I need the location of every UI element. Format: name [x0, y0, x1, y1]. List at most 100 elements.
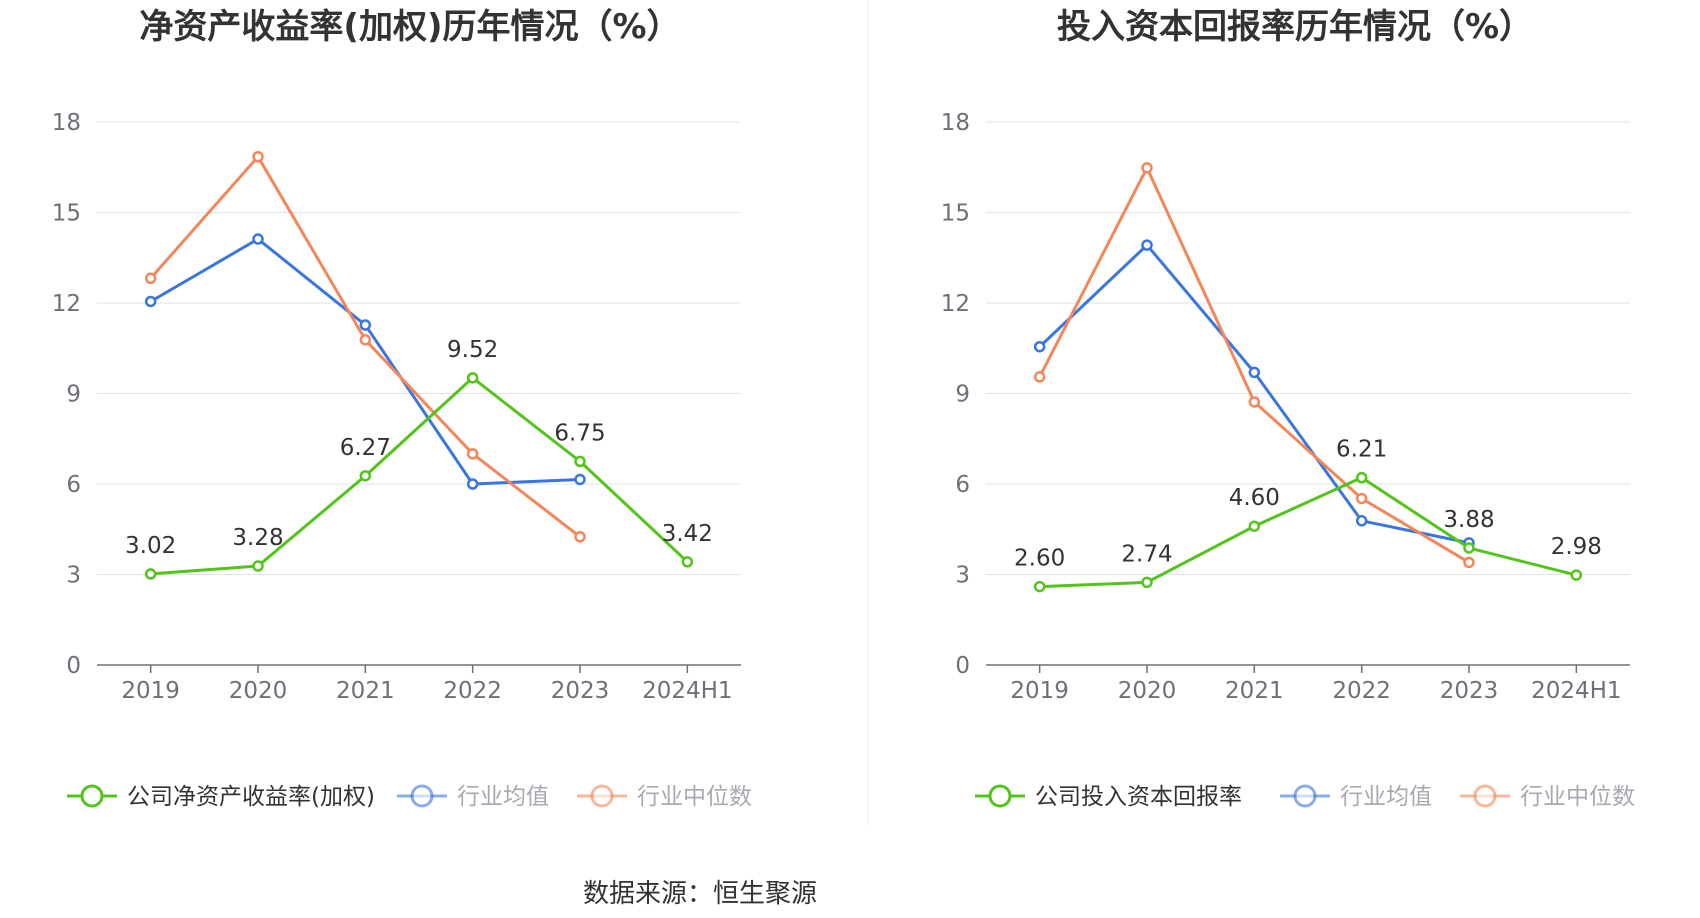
data-label: 3.28 — [232, 525, 283, 551]
y-tick-label: 9 — [66, 382, 81, 408]
legend-item[interactable]: 行业均值 — [397, 784, 549, 810]
legend-marker-icon — [80, 784, 104, 808]
y-tick-label: 15 — [941, 201, 970, 227]
series-3 — [144, 150, 586, 543]
x-tick-label: 2022 — [1332, 678, 1391, 704]
y-tick-label: 12 — [52, 291, 81, 317]
data-point[interactable] — [252, 560, 264, 572]
data-point[interactable] — [359, 334, 372, 346]
y-tick-label: 0 — [66, 653, 81, 679]
x-tick-label: 2023 — [1440, 678, 1499, 704]
data-point[interactable] — [1141, 239, 1153, 251]
x-tick-label: 2022 — [443, 678, 502, 704]
chart-panel-1: 净资产收益率(加权)历年情况（%） 0 3 6 9 12 15 18 2019 2020 2021 2… — [52, 7, 752, 810]
legend-marker-icon — [1293, 784, 1317, 808]
chart-title: 投入资本回报率历年情况（%） — [1057, 7, 1533, 47]
y-tick-label: 6 — [66, 472, 81, 498]
data-point[interactable] — [1355, 492, 1368, 505]
data-label: 6.27 — [340, 435, 391, 461]
data-point[interactable] — [144, 568, 157, 580]
y-tick-label: 0 — [955, 653, 970, 679]
legend-marker-icon — [410, 784, 434, 808]
data-point[interactable] — [681, 556, 694, 568]
data-point[interactable] — [359, 470, 372, 482]
data-point[interactable] — [1463, 556, 1475, 569]
data-label: 2.60 — [1014, 546, 1065, 572]
data-label: 3.02 — [125, 533, 176, 559]
data-point[interactable] — [252, 150, 264, 163]
y-tick-label: 12 — [941, 291, 970, 317]
x-tick-label: 2020 — [229, 678, 288, 704]
legend-label: 行业均值 — [1340, 784, 1432, 810]
x-tick-label: 2024H1 — [642, 678, 732, 704]
data-point[interactable] — [574, 473, 586, 486]
legend-item[interactable]: 行业均值 — [1280, 784, 1432, 810]
series-1: 2.60 2.74 4.60 6.21 3.88 2.98 — [1014, 437, 1602, 593]
data-point[interactable] — [1463, 542, 1475, 554]
data-point[interactable] — [1355, 471, 1368, 484]
legend-label: 公司净资产收益率(加权) — [127, 784, 375, 810]
series-line — [1039, 476, 1577, 589]
chart-title: 净资产收益率(加权)历年情况（%） — [139, 7, 680, 47]
data-label: 3.88 — [1443, 507, 1494, 533]
data-point[interactable] — [1570, 569, 1583, 581]
series-2 — [1033, 239, 1475, 549]
legend-item[interactable]: 公司净资产收益率(加权) — [67, 784, 375, 810]
data-point[interactable] — [466, 448, 479, 460]
data-label: 6.21 — [1336, 437, 1387, 463]
legend-marker-icon — [1473, 784, 1497, 808]
x-tick-label: 2020 — [1118, 678, 1177, 704]
y-tick-label: 15 — [52, 201, 81, 227]
x-tick-label: 2023 — [551, 678, 610, 704]
data-point[interactable] — [1033, 371, 1046, 383]
y-tick-label: 3 — [66, 563, 81, 589]
data-point[interactable] — [574, 531, 586, 543]
legend-label: 行业中位数 — [1520, 784, 1635, 810]
data-label: 3.42 — [662, 521, 713, 547]
legend-item[interactable]: 行业中位数 — [577, 784, 752, 810]
x-tick-label: 2021 — [1225, 678, 1284, 704]
data-point[interactable] — [466, 372, 479, 384]
data-point[interactable] — [574, 455, 586, 468]
data-point[interactable] — [359, 319, 372, 331]
series-1: 3.02 3.28 6.27 9.52 6.75 3.42 — [125, 337, 713, 580]
data-point[interactable] — [1033, 580, 1046, 593]
data-point[interactable] — [1355, 515, 1368, 527]
data-point[interactable] — [1248, 520, 1261, 532]
data-point[interactable] — [1248, 396, 1261, 408]
data-point[interactable] — [466, 478, 479, 490]
x-tick-label: 2019 — [121, 678, 180, 704]
y-tick-label: 3 — [955, 563, 970, 589]
data-point[interactable] — [144, 272, 157, 285]
legend-label: 行业中位数 — [637, 784, 752, 810]
legend-item[interactable]: 行业中位数 — [1460, 784, 1635, 810]
legend-marker-icon — [988, 784, 1012, 808]
data-label: 9.52 — [447, 337, 498, 363]
data-point[interactable] — [1141, 162, 1153, 174]
data-point[interactable] — [1248, 366, 1261, 379]
x-tick-label: 2021 — [336, 678, 395, 704]
y-tick-label: 18 — [52, 110, 81, 136]
series-line — [150, 376, 689, 576]
legend-marker-icon — [590, 784, 614, 808]
data-label: 2.74 — [1121, 541, 1172, 567]
x-tick-label: 2019 — [1010, 678, 1069, 704]
legend-item[interactable]: 公司投入资本回报率 — [975, 784, 1242, 810]
data-label: 4.60 — [1229, 485, 1280, 511]
legend-label: 公司投入资本回报率 — [1035, 784, 1242, 810]
data-label: 6.75 — [554, 420, 605, 446]
legend-label: 行业均值 — [457, 784, 549, 810]
data-point[interactable] — [144, 295, 157, 308]
data-point[interactable] — [1033, 340, 1046, 353]
x-tick-label: 2024H1 — [1531, 678, 1621, 704]
chart-panel-2: 投入资本回报率历年情况（%） 0 3 6 9 12 15 18 2019 2020 2021 2022… — [941, 7, 1635, 810]
y-tick-label: 6 — [955, 472, 970, 498]
data-point[interactable] — [252, 233, 264, 245]
source-note: 数据来源：恒生聚源 — [583, 879, 817, 909]
data-label: 2.98 — [1551, 534, 1602, 560]
data-point[interactable] — [1141, 576, 1153, 589]
y-tick-label: 9 — [955, 382, 970, 408]
y-tick-label: 18 — [941, 110, 970, 136]
series-3 — [1033, 162, 1475, 569]
